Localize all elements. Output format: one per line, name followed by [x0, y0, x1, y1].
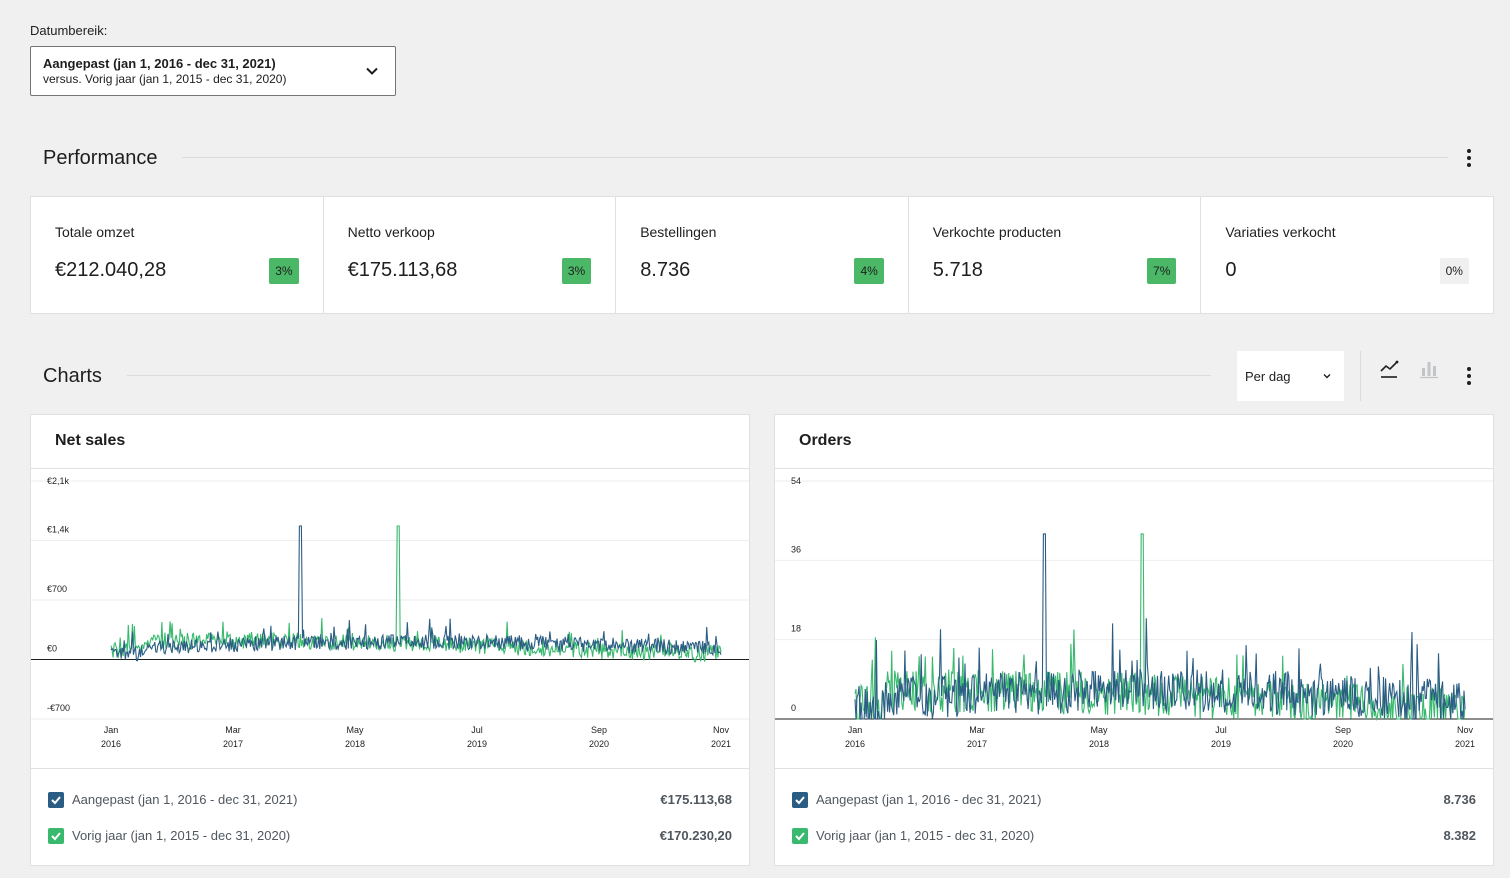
checkbox-checked-icon[interactable]: [792, 828, 808, 844]
orders-chart: 54 36 18 0 Jan 2016 Mar 2017 May 2018 Jul 2019 Sep 20…: [775, 469, 1493, 769]
checkbox-checked-icon[interactable]: [48, 828, 64, 844]
net-sales-chart: €2,1k €1,4k €700 €0 -€700 Jan 2016 Mar 2017 May 20…: [31, 469, 749, 769]
perf-card-value: 8.736: [640, 259, 691, 281]
x-tick-label: 2017: [223, 739, 243, 749]
legend-total: €170.230,20: [659, 828, 732, 843]
performance-cards: Totale omzet €212.040,28 3% Netto verkoo…: [30, 196, 1494, 314]
legend-label: Aangepast (jan 1, 2016 - dec 31, 2021): [72, 792, 298, 807]
perf-delta-badge: 4%: [854, 258, 884, 284]
x-tick-label: 2019: [467, 739, 487, 749]
perf-card-label: Netto verkoop: [347, 224, 435, 240]
interval-value: Per dag: [1245, 369, 1291, 384]
perf-card-value: 5.718: [932, 259, 983, 281]
performance-title: Performance: [43, 147, 158, 169]
orders-chart-panel: Orders 54 36 18 0 Jan 2016 Mar 2017 May 2018 Jul 20…: [774, 414, 1494, 866]
date-range-picker[interactable]: Aangepast (jan 1, 2016 - dec 31, 2021) v…: [30, 46, 396, 96]
x-tick-label: 2019: [1211, 739, 1231, 749]
legend-item-previous[interactable]: Vorig jaar (jan 1, 2015 - dec 31, 2020) …: [48, 826, 732, 846]
charts-title: Charts: [43, 365, 102, 387]
perf-delta-badge: 7%: [1147, 258, 1177, 284]
legend-item-current[interactable]: Aangepast (jan 1, 2016 - dec 31, 2021) €…: [48, 790, 732, 810]
chevron-down-icon: [366, 67, 378, 75]
perf-card-label: Totale omzet: [55, 224, 135, 240]
net-sales-chart-panel: Net sales €2,1k €1,4k €700 €0 -€700 Jan 2016 Ma…: [30, 414, 750, 866]
y-tick-label: €1,4k: [47, 525, 70, 535]
x-tick-label: Jul: [1215, 725, 1227, 735]
chevron-down-icon: [1323, 374, 1331, 379]
perf-delta-badge: 3%: [269, 258, 299, 284]
perf-card-total-sales[interactable]: Totale omzet €212.040,28 3%: [31, 197, 324, 313]
y-tick-label: €2,1k: [47, 476, 70, 486]
x-tick-label: Nov: [713, 725, 730, 735]
legend-total: 8.736: [1443, 792, 1476, 807]
interval-select[interactable]: Per dag: [1237, 351, 1344, 401]
x-tick-label: 2016: [845, 739, 865, 749]
x-tick-label: Jul: [471, 725, 483, 735]
x-tick-label: 2017: [967, 739, 987, 749]
charts-menu-icon[interactable]: [1457, 364, 1481, 388]
chart-title: Net sales: [31, 415, 749, 469]
x-tick-label: Nov: [1457, 725, 1474, 735]
legend-total: 8.382: [1443, 828, 1476, 843]
date-range-primary: Aangepast (jan 1, 2016 - dec 31, 2021): [43, 56, 276, 71]
x-tick-label: 2018: [345, 739, 365, 749]
chart-title: Orders: [775, 415, 1493, 469]
x-tick-label: 2016: [101, 739, 121, 749]
orders-plot: 54 36 18 0 Jan 2016 Mar 2017 May 2018 Jul 2019 Sep 20…: [775, 476, 1493, 749]
y-tick-label: 18: [791, 624, 801, 634]
x-tick-label: 2018: [1089, 739, 1109, 749]
x-tick-label: 2021: [711, 739, 731, 749]
legend-label: Vorig jaar (jan 1, 2015 - dec 31, 2020): [72, 828, 291, 843]
y-tick-label: -€700: [47, 703, 70, 713]
x-tick-label: Mar: [225, 725, 241, 735]
x-tick-label: Sep: [591, 725, 607, 735]
perf-card-net-sales[interactable]: Netto verkoop €175.113,68 3%: [324, 197, 617, 313]
checkbox-checked-icon[interactable]: [792, 792, 808, 808]
date-range-secondary: versus. Vorig jaar (jan 1, 2015 - dec 31…: [43, 72, 287, 86]
perf-card-value: €175.113,68: [347, 259, 458, 281]
perf-card-label: Bestellingen: [640, 224, 717, 240]
y-tick-label: €0: [47, 644, 57, 654]
line-chart-icon[interactable]: [1378, 358, 1400, 380]
series-line-current: [110, 525, 722, 662]
legend-item-previous[interactable]: Vorig jaar (jan 1, 2015 - dec 31, 2020) …: [792, 826, 1476, 846]
charts-divider: [127, 375, 1211, 376]
y-tick-label: 54: [791, 476, 801, 486]
x-tick-label: 2020: [1333, 739, 1353, 749]
x-tick-label: May: [1090, 725, 1108, 735]
x-tick-label: Sep: [1335, 725, 1351, 735]
x-tick-label: 2020: [589, 739, 609, 749]
perf-card-label: Variaties verkocht: [1225, 224, 1336, 240]
checkbox-checked-icon[interactable]: [48, 792, 64, 808]
performance-menu-icon[interactable]: [1457, 146, 1481, 170]
perf-card-products-sold[interactable]: Verkochte producten 5.718 7%: [909, 197, 1202, 313]
bar-chart-icon[interactable]: [1418, 358, 1440, 380]
chart-legend: Aangepast (jan 1, 2016 - dec 31, 2021) €…: [31, 769, 749, 867]
net-sales-plot: €2,1k €1,4k €700 €0 -€700 Jan 2016 Mar 2017 May 20…: [31, 476, 749, 749]
series-line-current: [854, 533, 1466, 721]
chart-legend: Aangepast (jan 1, 2016 - dec 31, 2021) 8…: [775, 769, 1493, 867]
performance-divider: [182, 157, 1448, 158]
toolbar-separator: [1360, 351, 1361, 401]
x-tick-label: 2021: [1455, 739, 1475, 749]
legend-item-current[interactable]: Aangepast (jan 1, 2016 - dec 31, 2021) 8…: [792, 790, 1476, 810]
x-tick-label: May: [346, 725, 364, 735]
perf-card-variations-sold[interactable]: Variaties verkocht 0 0%: [1201, 197, 1493, 313]
date-range-label: Datumbereik:: [30, 23, 108, 38]
x-tick-label: Jan: [104, 725, 119, 735]
x-tick-label: Mar: [969, 725, 985, 735]
y-tick-label: 0: [791, 703, 796, 713]
legend-total: €175.113,68: [660, 792, 732, 807]
y-tick-label: €700: [47, 584, 67, 594]
perf-card-label: Verkochte producten: [932, 224, 1062, 240]
legend-label: Aangepast (jan 1, 2016 - dec 31, 2021): [816, 792, 1042, 807]
perf-delta-badge: 3%: [561, 258, 592, 284]
perf-card-value: 0: [1225, 259, 1237, 281]
perf-card-orders[interactable]: Bestellingen 8.736 4%: [616, 197, 909, 313]
y-tick-label: 36: [791, 544, 801, 554]
perf-card-value: €212.040,28: [55, 259, 167, 281]
legend-label: Vorig jaar (jan 1, 2015 - dec 31, 2020): [816, 828, 1035, 843]
perf-delta-badge: 0%: [1439, 258, 1469, 284]
x-tick-label: Jan: [848, 725, 863, 735]
